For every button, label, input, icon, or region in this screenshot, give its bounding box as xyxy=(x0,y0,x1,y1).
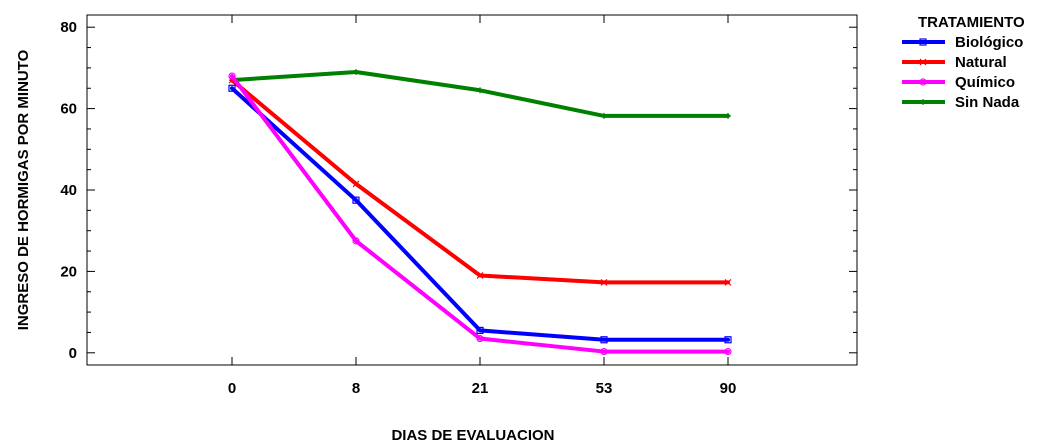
data-point-natural xyxy=(600,278,608,286)
data-point-natural xyxy=(724,278,732,286)
legend-marker xyxy=(919,38,927,46)
legend-title: TRATAMIENTO xyxy=(918,14,1025,31)
y-tick-label: 0 xyxy=(69,345,77,362)
x-tick-label: 8 xyxy=(352,380,360,397)
legend-marker xyxy=(920,99,926,105)
x-axis: 0 8 21 53 90 xyxy=(228,15,737,397)
y-tick-label: 60 xyxy=(60,101,77,118)
series-line-quimico xyxy=(230,74,730,354)
legend-item-quimico: Químico xyxy=(902,74,1015,91)
legend-label: Químico xyxy=(955,74,1015,91)
data-point-sin-nada xyxy=(353,68,359,75)
data-point-quimico xyxy=(352,237,360,245)
data-point-sin-nada xyxy=(725,112,731,119)
data-point-natural xyxy=(476,272,484,279)
data-point-quimico xyxy=(476,334,484,343)
data-point-quimico xyxy=(228,72,236,80)
x-axis-title: DIAS DE EVALUACION xyxy=(391,427,554,444)
series-quimico xyxy=(228,72,732,356)
legend-item-natural: Natural xyxy=(902,54,1007,71)
legend-label: Natural xyxy=(955,54,1007,71)
data-point-quimico xyxy=(600,347,608,356)
legend-marker xyxy=(919,78,927,86)
y-tick-label: 20 xyxy=(60,263,77,280)
series-line-natural xyxy=(230,78,730,285)
data-point-quimico xyxy=(724,347,732,356)
legend-label: Biológico xyxy=(955,34,1023,51)
y-tick-label: 40 xyxy=(60,182,77,199)
data-point-sin-nada xyxy=(477,87,483,94)
legend-label: Sin Nada xyxy=(955,94,1020,111)
legend-item-sin-nada: Sin Nada xyxy=(902,94,1020,111)
x-tick-label: 53 xyxy=(596,380,613,397)
data-point-sin-nada xyxy=(601,112,607,119)
series-layer xyxy=(228,68,732,356)
data-point-biologico xyxy=(600,336,608,344)
series-line-biologico xyxy=(230,86,730,342)
data-point-biologico xyxy=(476,326,484,335)
series-natural xyxy=(228,76,732,286)
series-biologico xyxy=(228,84,732,344)
series-sin-nada xyxy=(229,68,731,119)
data-point-biologico xyxy=(228,84,236,92)
x-tick-label: 90 xyxy=(720,380,737,397)
legend-marker xyxy=(919,58,927,66)
y-axis-title: INGRESO DE HORMIGAS POR MINUTO xyxy=(15,49,32,330)
data-point-biologico xyxy=(724,336,732,344)
data-point-natural xyxy=(352,180,360,188)
series-line-sin-nada xyxy=(230,69,730,118)
data-point-biologico xyxy=(352,196,360,204)
x-tick-label: 21 xyxy=(472,380,489,397)
y-tick-label: 80 xyxy=(60,19,77,36)
y-axis: 0 20 40 60 80 xyxy=(60,19,857,362)
legend-item-biologico: Biológico xyxy=(902,34,1023,51)
x-tick-label: 0 xyxy=(228,380,236,397)
plot-frame xyxy=(86,14,858,366)
legend: TRATAMIENTO Biológico Natural Químico Sin N… xyxy=(902,14,1025,111)
